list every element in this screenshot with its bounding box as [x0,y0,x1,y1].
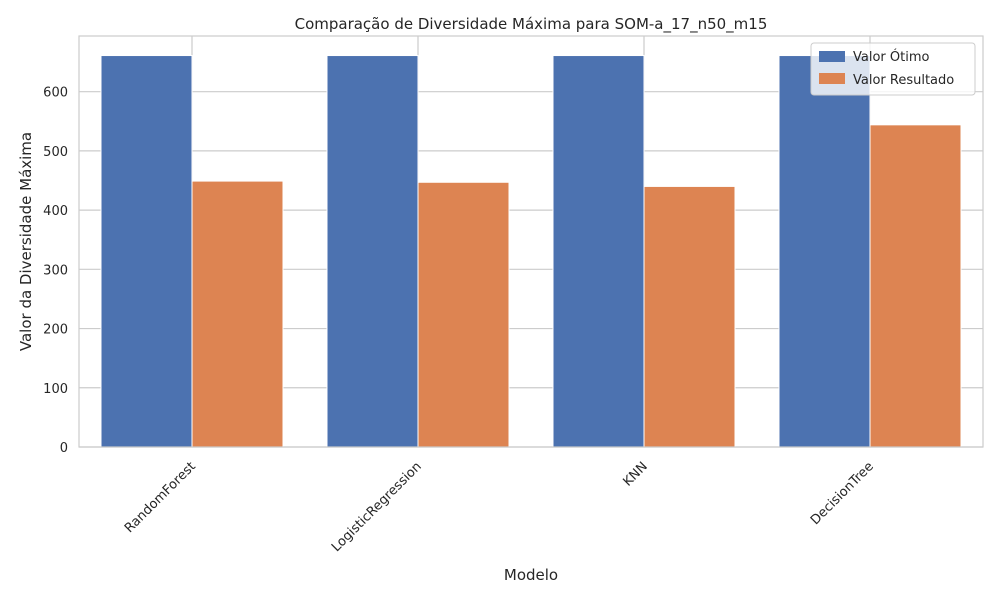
y-tick-label: 0 [60,441,68,456]
bar-result-randomforest [191,180,284,448]
bar-optimal-randomforest [100,55,193,448]
x-tick-label: KNN [620,459,650,489]
y-tick-label: 400 [43,204,68,219]
y-tick-label: 200 [43,323,68,338]
legend-label-optimal: Valor Ótimo [853,49,929,65]
bar-result-logisticregression [417,181,510,448]
chart-title: Comparação de Diversidade Máxima para SO… [295,15,768,34]
legend: Valor Ótimo Valor Resultado [810,42,976,96]
x-tick-label: LogisticRegression [329,459,425,555]
plot-frame [78,35,984,448]
y-tick-label: 100 [43,382,68,397]
y-axis-title: Valor da Diversidade Máxima [17,132,35,351]
bars [100,55,962,448]
y-tick-label: 300 [43,263,68,278]
legend-box [810,42,976,96]
y-tick-label: 500 [43,145,68,160]
bar-optimal-decisiontree [778,55,871,448]
legend-swatch-result [819,73,845,84]
bar-result-knn [643,185,736,448]
bar-result-decisiontree [869,124,962,448]
x-tick-label: RandomForest [122,459,199,536]
y-tick-label: 600 [43,86,68,101]
legend-swatch-optimal [819,51,845,62]
x-ticks: RandomForest LogisticRegression KNN Decisio… [122,459,877,555]
x-tick-label: DecisionTree [808,459,877,528]
legend-label-result: Valor Resultado [853,73,954,88]
bar-optimal-knn [552,55,645,448]
y-ticks: 0 100 200 300 400 500 600 [43,86,68,456]
bar-optimal-logisticregression [326,55,419,448]
x-axis-title: Modelo [504,566,558,584]
